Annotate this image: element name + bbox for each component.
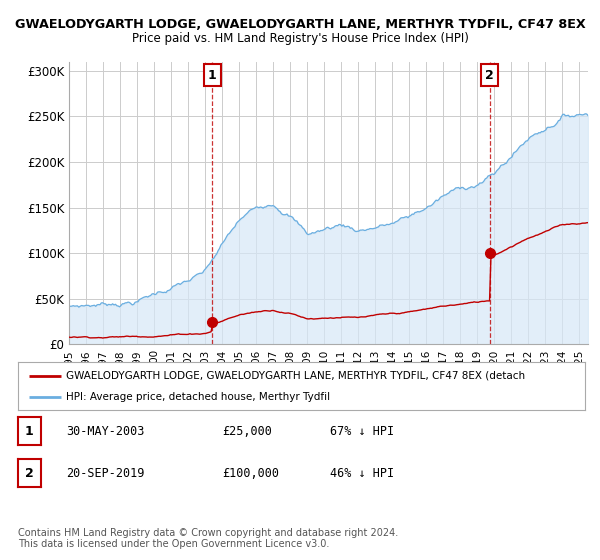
Text: 1: 1: [208, 69, 217, 82]
Text: GWAELODYGARTH LODGE, GWAELODYGARTH LANE, MERTHYR TYDFIL, CF47 8EX (detach: GWAELODYGARTH LODGE, GWAELODYGARTH LANE,…: [66, 371, 526, 381]
Text: 67% ↓ HPI: 67% ↓ HPI: [330, 424, 394, 438]
Text: £100,000: £100,000: [222, 466, 279, 480]
Text: 30-MAY-2003: 30-MAY-2003: [66, 424, 145, 438]
Text: Price paid vs. HM Land Registry's House Price Index (HPI): Price paid vs. HM Land Registry's House …: [131, 32, 469, 45]
Text: 20-SEP-2019: 20-SEP-2019: [66, 466, 145, 480]
Text: 1: 1: [25, 424, 34, 438]
Text: Contains HM Land Registry data © Crown copyright and database right 2024.
This d: Contains HM Land Registry data © Crown c…: [18, 528, 398, 549]
Text: HPI: Average price, detached house, Merthyr Tydfil: HPI: Average price, detached house, Mert…: [66, 391, 331, 402]
Text: 46% ↓ HPI: 46% ↓ HPI: [330, 466, 394, 480]
Text: 2: 2: [25, 466, 34, 480]
Text: £25,000: £25,000: [222, 424, 272, 438]
Text: 2: 2: [485, 69, 494, 82]
Text: GWAELODYGARTH LODGE, GWAELODYGARTH LANE, MERTHYR TYDFIL, CF47 8EX: GWAELODYGARTH LODGE, GWAELODYGARTH LANE,…: [14, 18, 586, 31]
